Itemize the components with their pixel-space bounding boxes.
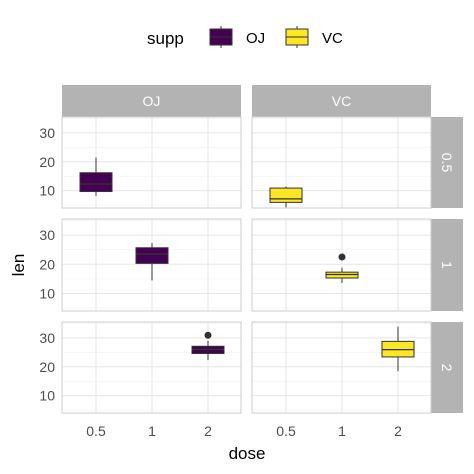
x-axis-title: dose [229,444,266,463]
y-tick-labels: 10 20 30 10 20 30 10 20 30 [39,125,55,404]
box-VC-0.5 [269,186,303,208]
strip-row-0.5: 0.5 [431,117,463,208]
x-tick-vc-2: 2 [394,423,402,439]
panel-OJ-1 [61,218,242,312]
panel-border [61,321,242,414]
y-tick-label: 20 [39,359,55,375]
legend-label-vc: VC [322,30,343,47]
strip-row-2: 2 [431,322,463,413]
strip-label-row-2: 2 [439,364,455,372]
y-tick-label: 30 [39,125,55,141]
panel-border [251,116,432,209]
box-body [269,187,303,203]
panel-OJ-0.5 [61,116,242,209]
y-axis-title: len [9,254,28,277]
box-VC-1 [325,253,359,283]
strip-col-oj: OJ [62,85,241,117]
box-body [79,172,113,193]
strip-label-vc: VC [332,93,351,109]
box-OJ-2 [191,331,225,360]
panel-border [61,218,242,312]
legend-title: supp [147,29,184,48]
y-tick-label: 10 [39,183,55,199]
box-OJ-1 [135,242,169,281]
x-tick-oj-1: 1 [148,423,156,439]
strip-col-vc: VC [252,85,431,117]
y-tick-label: 30 [39,330,55,346]
strip-label-oj: OJ [143,93,161,109]
y-tick-label: 20 [39,154,55,170]
panel-VC-2 [251,321,432,414]
legend: supp OJ VC [147,26,343,48]
outlier-point [338,253,346,261]
y-tick-label: 20 [39,256,55,272]
panel-VC-0.5 [251,116,432,209]
panel-border [251,218,432,312]
outlier-point [204,331,212,339]
box-body [135,247,169,264]
y-tick-label: 30 [39,227,55,243]
box-VC-2 [381,326,415,372]
legend-key-vc [285,26,309,48]
panel-border [251,321,432,414]
legend-key-oj [209,26,233,48]
strip-row-1: 1 [431,219,463,311]
x-tick-oj-2: 2 [204,423,212,439]
panel-OJ-2 [61,321,242,414]
box-OJ-0.5 [79,157,113,196]
y-tick-label: 10 [39,388,55,404]
x-tick-oj-0.5: 0.5 [86,423,106,439]
strip-label-row-1: 1 [439,261,455,269]
panel-border [61,116,242,209]
x-tick-labels: 0.5 1 2 0.5 1 2 [86,423,402,439]
y-tick-label: 10 [39,285,55,301]
panel-VC-1 [251,218,432,312]
strip-label-row-0.5: 0.5 [439,153,455,173]
panels [61,116,432,414]
legend-label-oj: OJ [246,30,265,47]
x-tick-vc-1: 1 [338,423,346,439]
x-tick-vc-0.5: 0.5 [276,423,296,439]
